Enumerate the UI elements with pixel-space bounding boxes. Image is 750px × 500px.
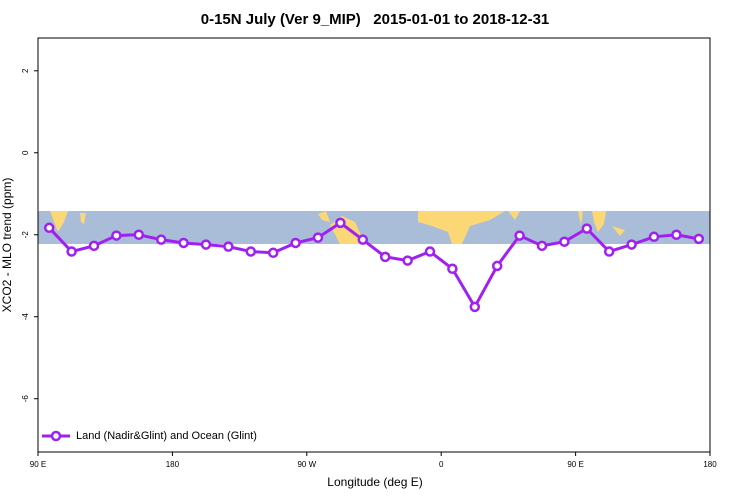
point bbox=[335, 217, 346, 229]
point bbox=[357, 234, 369, 245]
point bbox=[379, 251, 391, 263]
point bbox=[88, 240, 100, 252]
point bbox=[693, 233, 705, 245]
point bbox=[178, 237, 189, 249]
chart-title: 0-15N July (Ver 9_MIP) 2015-01-01 to 201… bbox=[201, 11, 550, 28]
point bbox=[43, 222, 55, 234]
point bbox=[671, 229, 682, 241]
point bbox=[648, 231, 660, 243]
point bbox=[424, 246, 436, 257]
x-tick-label: 90 E bbox=[567, 460, 583, 469]
y-axis-label: XCO2 - MLO trend (ppm) bbox=[0, 178, 14, 313]
point bbox=[245, 246, 257, 257]
x-axis-label: Longitude (deg E) bbox=[327, 475, 422, 489]
y-tick-label: -2 bbox=[21, 231, 30, 239]
plot-frame bbox=[37, 37, 711, 453]
point bbox=[603, 246, 615, 257]
point bbox=[559, 236, 570, 247]
x-tick-label: 0 bbox=[439, 460, 444, 469]
point bbox=[402, 255, 413, 266]
point bbox=[581, 223, 593, 234]
y-tick-label: 2 bbox=[21, 68, 30, 73]
point bbox=[312, 232, 324, 243]
point bbox=[514, 230, 525, 241]
legend-label: Land (Nadir&Glint) and Ocean (Glint) bbox=[76, 430, 257, 442]
x-tick-label: 90 W bbox=[297, 460, 316, 469]
point bbox=[66, 246, 77, 257]
point bbox=[223, 241, 234, 252]
point bbox=[626, 239, 637, 250]
point bbox=[491, 260, 503, 272]
point bbox=[536, 240, 548, 252]
point bbox=[111, 230, 122, 241]
y-tick-label: -4 bbox=[21, 313, 30, 321]
x-tick-label: 180 bbox=[703, 460, 717, 469]
legend-marker bbox=[50, 430, 62, 442]
point bbox=[447, 263, 458, 275]
y-tick-label: 0 bbox=[21, 150, 30, 155]
point bbox=[155, 234, 167, 245]
point bbox=[200, 239, 212, 250]
x-tick-label: 180 bbox=[166, 460, 180, 469]
point bbox=[469, 301, 481, 313]
point bbox=[133, 229, 145, 241]
point bbox=[267, 247, 279, 259]
point bbox=[290, 237, 301, 249]
x-tick-label: 90 E bbox=[30, 460, 46, 469]
y-tick-label: -6 bbox=[21, 395, 30, 403]
